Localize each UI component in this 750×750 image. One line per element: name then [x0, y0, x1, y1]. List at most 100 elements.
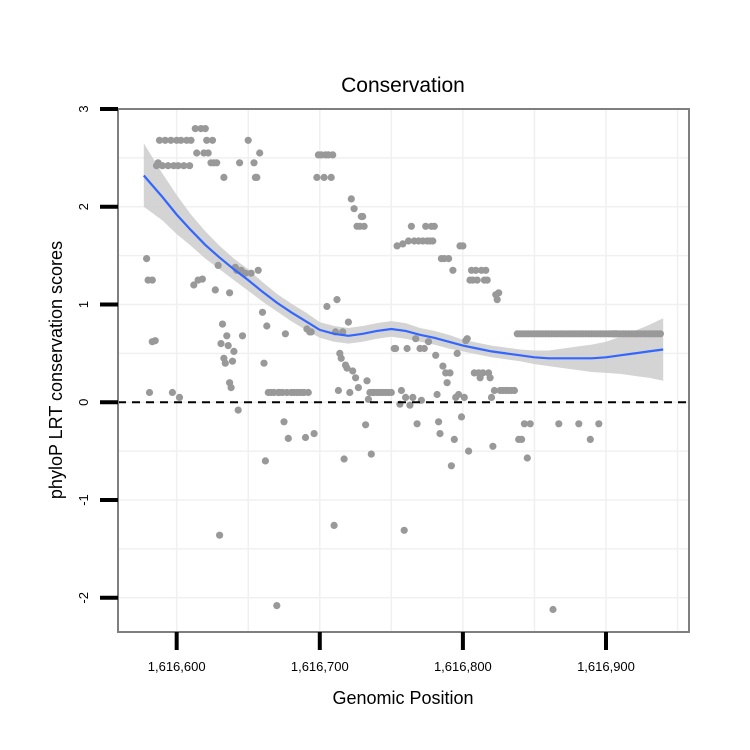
data-point [327, 173, 335, 181]
data-point [463, 335, 471, 343]
smooth-line [142, 174, 664, 360]
data-point [360, 222, 368, 230]
data-point [445, 255, 453, 263]
data-point [155, 136, 164, 144]
data-point [412, 335, 420, 343]
data-point [281, 330, 289, 338]
data-point [493, 296, 501, 304]
data-point [320, 173, 328, 181]
data-point [364, 395, 372, 403]
data-point [450, 435, 458, 443]
data-point [250, 159, 258, 167]
data-point [337, 354, 345, 362]
data-point [472, 266, 480, 274]
data-point [453, 349, 461, 357]
y-tick-label: -1 [76, 494, 91, 506]
data-point [273, 602, 281, 610]
x-axis-title: Genomic Position [332, 688, 473, 708]
data-point [247, 269, 255, 277]
data-point [487, 393, 496, 401]
data-point [310, 430, 318, 438]
data-point [223, 332, 231, 340]
data-point [449, 266, 457, 274]
data-point [359, 212, 367, 221]
data-point [422, 222, 430, 230]
data-point [234, 406, 242, 414]
data-point [549, 605, 557, 614]
data-point [397, 386, 405, 395]
x-tick-label: 1,616,800 [434, 659, 492, 674]
data-point [227, 384, 235, 392]
data-point [190, 281, 198, 289]
data-point [363, 377, 371, 385]
data-point [217, 340, 225, 348]
chart-title: Conservation [341, 74, 465, 97]
data-point [256, 149, 264, 157]
data-point [656, 330, 665, 338]
y-axis-title: phyloP LRT conservation scores [46, 241, 66, 499]
data-point [175, 393, 184, 401]
data-point [439, 362, 447, 370]
data-point [158, 162, 166, 170]
data-point [244, 136, 252, 144]
data-point [261, 457, 269, 465]
data-point [403, 344, 411, 353]
data-point [433, 390, 441, 399]
data-point [260, 359, 268, 367]
data-point [479, 369, 487, 377]
plot-frame [117, 108, 690, 633]
data-point [420, 344, 428, 353]
data-point [482, 266, 490, 274]
data-point [204, 149, 212, 157]
data-point [253, 173, 261, 181]
data-point [460, 393, 468, 401]
data-point [191, 125, 199, 133]
data-point [518, 435, 526, 443]
data-point [263, 322, 271, 330]
data-point [465, 447, 473, 455]
data-point [304, 388, 312, 397]
data-point [349, 367, 357, 375]
data-point [347, 195, 355, 203]
data-point [193, 149, 201, 157]
data-point [457, 413, 466, 421]
data-point [400, 526, 408, 534]
data-point [490, 386, 498, 395]
data-point [362, 421, 370, 429]
data-point [523, 454, 531, 462]
data-point [489, 442, 497, 450]
data-point [510, 386, 518, 395]
scatter-points [143, 125, 665, 614]
data-point [399, 240, 407, 248]
data-point [352, 374, 360, 382]
data-point [201, 125, 209, 133]
data-point [226, 289, 234, 297]
data-point [168, 388, 176, 397]
data-point [413, 420, 421, 428]
data-point [284, 434, 292, 442]
smooth-line-layer [142, 174, 664, 360]
data-point [307, 328, 315, 336]
data-point [354, 384, 362, 392]
data-point [280, 418, 288, 426]
data-point [258, 308, 267, 316]
data-point [164, 162, 172, 170]
data-point [174, 162, 182, 170]
data-point [230, 347, 238, 355]
data-point [211, 286, 219, 294]
data-point [446, 369, 454, 377]
data-point [432, 351, 440, 359]
data-point [220, 173, 228, 181]
data-point [224, 342, 232, 350]
data-point [409, 393, 417, 401]
y-tick-label: -2 [76, 592, 91, 604]
data-point [346, 388, 354, 397]
data-point [148, 276, 156, 284]
data-point [329, 151, 337, 159]
data-point [424, 338, 433, 346]
data-point [145, 388, 154, 397]
data-point [595, 420, 603, 428]
y-tick-label: 2 [76, 203, 91, 210]
data-point [161, 136, 169, 144]
data-point [430, 222, 438, 230]
